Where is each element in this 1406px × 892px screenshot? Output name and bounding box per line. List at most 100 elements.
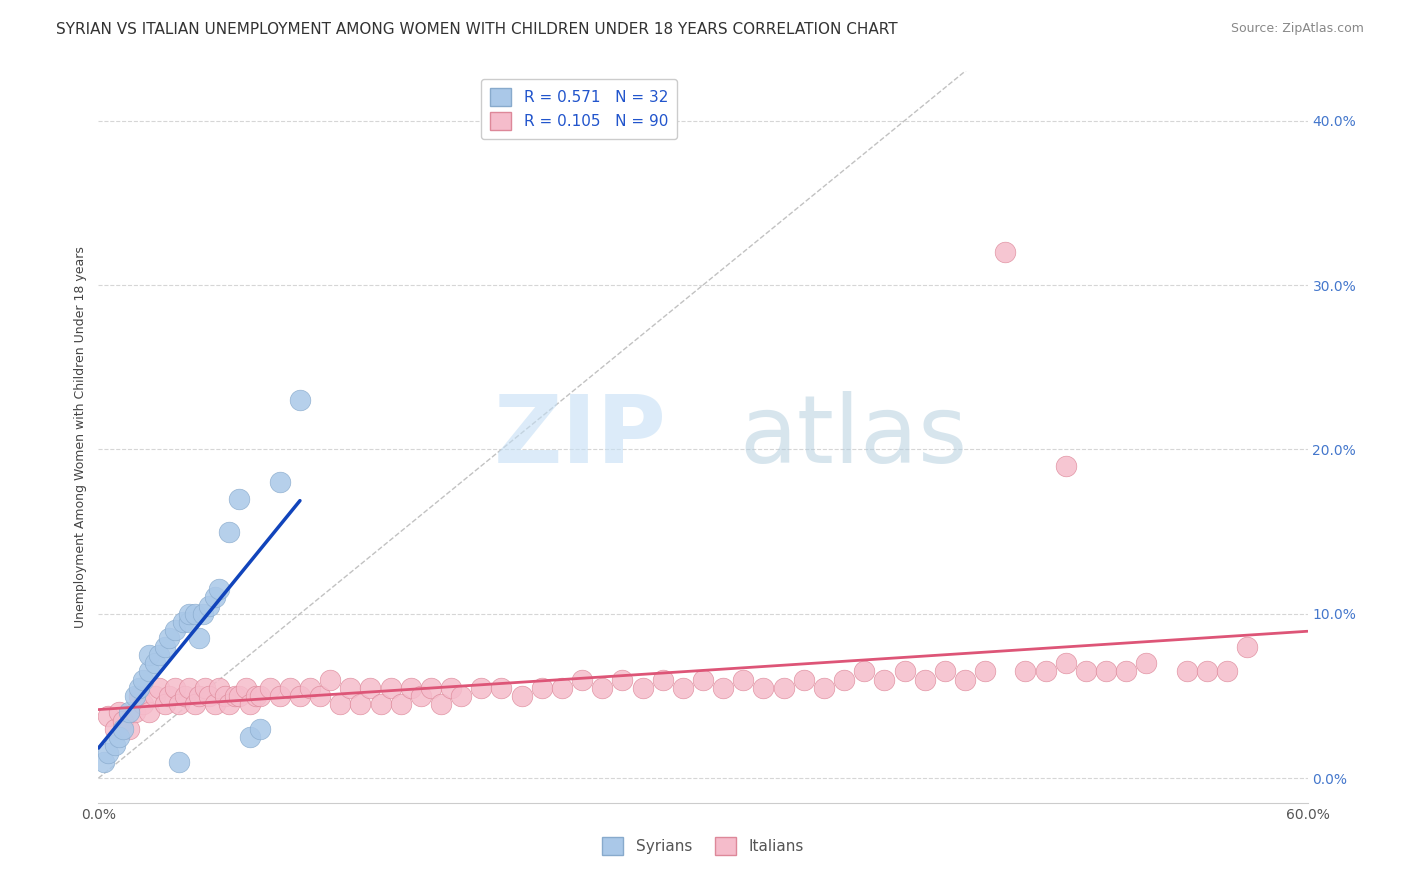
Point: [1014, 665, 1036, 679]
Point: [153, 697, 176, 711]
Point: [319, 673, 342, 687]
Point: [204, 697, 226, 711]
Point: [510, 689, 533, 703]
Point: [111, 722, 134, 736]
Point: [692, 673, 714, 687]
Point: [1054, 656, 1077, 670]
Point: [269, 475, 291, 490]
Point: [179, 607, 201, 621]
Point: [793, 673, 815, 687]
Point: [97, 747, 120, 761]
Point: [591, 681, 613, 695]
Point: [107, 730, 129, 744]
Point: [278, 681, 301, 695]
Point: [167, 755, 190, 769]
Point: [309, 689, 332, 703]
Point: [198, 689, 221, 703]
Point: [245, 689, 267, 703]
Point: [934, 665, 956, 679]
Text: SYRIAN VS ITALIAN UNEMPLOYMENT AMONG WOMEN WITH CHILDREN UNDER 18 YEARS CORRELAT: SYRIAN VS ITALIAN UNEMPLOYMENT AMONG WOM…: [56, 22, 898, 37]
Point: [1095, 665, 1118, 679]
Point: [138, 665, 160, 679]
Point: [420, 681, 443, 695]
Point: [128, 681, 150, 695]
Point: [179, 681, 201, 695]
Point: [179, 615, 201, 629]
Point: [193, 607, 215, 621]
Point: [269, 689, 291, 703]
Point: [224, 689, 246, 703]
Point: [157, 632, 180, 646]
Point: [174, 689, 197, 703]
Point: [163, 681, 186, 695]
Point: [138, 706, 160, 720]
Point: [138, 648, 160, 662]
Point: [470, 681, 492, 695]
Point: [208, 681, 231, 695]
Point: [853, 665, 876, 679]
Point: [440, 681, 463, 695]
Y-axis label: Unemployment Among Women with Children Under 18 years: Unemployment Among Women with Children U…: [75, 246, 87, 628]
Point: [143, 689, 166, 703]
Point: [1074, 665, 1097, 679]
Point: [329, 697, 352, 711]
Point: [148, 681, 170, 695]
Text: atlas: atlas: [740, 391, 967, 483]
Point: [118, 706, 141, 720]
Point: [228, 689, 250, 703]
Point: [813, 681, 835, 695]
Point: [249, 722, 271, 736]
Point: [107, 706, 129, 720]
Point: [893, 665, 915, 679]
Point: [651, 673, 673, 687]
Point: [389, 697, 412, 711]
Point: [832, 673, 855, 687]
Point: [733, 673, 755, 687]
Point: [288, 393, 311, 408]
Point: [111, 714, 134, 728]
Point: [128, 689, 150, 703]
Point: [1135, 656, 1157, 670]
Point: [380, 681, 402, 695]
Point: [103, 722, 125, 736]
Point: [571, 673, 593, 687]
Point: [208, 582, 231, 596]
Point: [430, 697, 453, 711]
Point: [239, 730, 262, 744]
Point: [249, 689, 271, 703]
Point: [612, 673, 634, 687]
Point: [551, 681, 574, 695]
Point: [370, 697, 392, 711]
Point: [188, 689, 211, 703]
Point: [214, 689, 236, 703]
Point: [194, 681, 217, 695]
Point: [172, 615, 194, 629]
Point: [672, 681, 695, 695]
Text: ZIP: ZIP: [494, 391, 666, 483]
Point: [1035, 665, 1057, 679]
Point: [711, 681, 734, 695]
Point: [228, 491, 250, 506]
Point: [530, 681, 553, 695]
Point: [157, 689, 180, 703]
Point: [1195, 665, 1218, 679]
Point: [631, 681, 654, 695]
Point: [198, 599, 221, 613]
Legend: Syrians, Italians: Syrians, Italians: [596, 831, 810, 861]
Point: [360, 681, 382, 695]
Point: [953, 673, 976, 687]
Point: [124, 706, 146, 720]
Point: [239, 697, 262, 711]
Point: [103, 739, 125, 753]
Point: [184, 607, 207, 621]
Point: [188, 632, 211, 646]
Point: [339, 681, 361, 695]
Point: [132, 697, 155, 711]
Point: [204, 591, 226, 605]
Point: [124, 689, 146, 703]
Point: [143, 656, 166, 670]
Point: [772, 681, 794, 695]
Point: [118, 722, 141, 736]
Point: [914, 673, 936, 687]
Point: [218, 524, 240, 539]
